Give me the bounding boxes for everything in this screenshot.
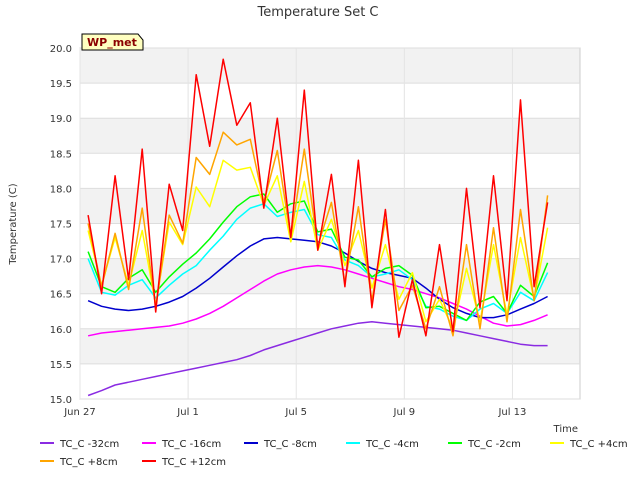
x-tick-label: Jul 5	[284, 407, 307, 418]
legend: TC_C -32cm TC_C -16cm TC_C -8cm TC_C -4cm TC…	[40, 439, 628, 468]
series-line	[87, 58, 549, 338]
y-tick-label: 20.0	[50, 44, 72, 55]
series-lines	[87, 58, 549, 397]
legend-label: TC_C +8cm	[59, 457, 118, 468]
plot-band	[80, 118, 580, 154]
legend-label: TC_C -4cm	[365, 439, 419, 450]
y-tick-label: 19.0	[50, 114, 72, 125]
plot-band	[80, 258, 580, 294]
y-tick-label: 16.5	[50, 290, 72, 301]
x-axis-ticks: Jun 27 Jul 1 Jul 5 Jul 9 Jul 13	[63, 407, 526, 418]
badge-box	[81, 33, 144, 51]
x-tick-label: Jul 1	[176, 407, 199, 418]
y-tick-label: 18.5	[50, 149, 72, 160]
y-tick-label: 17.0	[50, 255, 72, 266]
y-tick-label: 17.5	[50, 220, 72, 231]
series-line	[87, 203, 549, 322]
legend-label: TC_C -8cm	[263, 439, 317, 450]
x-axis-label: Time	[553, 424, 578, 435]
plot-band	[80, 48, 580, 84]
y-tick-label: 19.5	[50, 79, 72, 90]
legend-label: TC_C -2cm	[467, 439, 521, 450]
y-axis-ticks: 15.0 15.5 16.0 16.5 17.0 17.5 18.0 18.5 19.0 19.5…	[50, 44, 72, 406]
x-tick-label: Jul 9	[393, 407, 416, 418]
y-tick-label: 18.0	[50, 184, 72, 195]
legend-label: TC_C -32cm	[59, 439, 119, 450]
site-badge: WP_met	[81, 33, 144, 51]
y-tick-label: 15.5	[50, 360, 72, 371]
badge-label: WP_met	[87, 36, 137, 49]
legend-label: TC_C +4cm	[569, 439, 628, 450]
chart-title: Temperature Set C	[256, 5, 378, 20]
y-tick-label: 16.0	[50, 325, 72, 336]
plot-band	[80, 328, 580, 364]
y-tick-label: 15.0	[50, 395, 72, 406]
y-axis-label: Temperature (C)	[8, 183, 19, 265]
legend-label: TC_C +12cm	[161, 457, 226, 468]
x-tick-label: Jul 13	[497, 407, 526, 418]
series-line	[87, 264, 548, 337]
x-tick-label: Jun 27	[63, 407, 96, 418]
series-line	[87, 193, 549, 322]
series-line	[87, 321, 548, 397]
legend-label: TC_C -16cm	[161, 439, 221, 450]
